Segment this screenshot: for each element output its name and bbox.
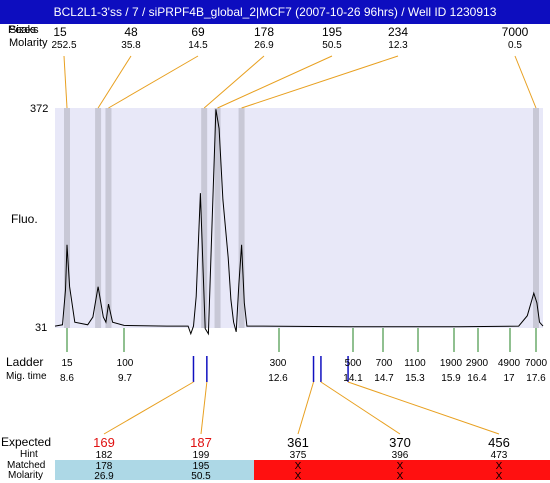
expected-guide-line [200, 381, 208, 435]
plot-area [55, 108, 543, 328]
migtime-label: Mig. time [6, 371, 47, 382]
peak-band [214, 108, 221, 328]
matched-size: X [495, 461, 503, 472]
peak-molarity: 26.9 [254, 40, 274, 51]
peak-band [533, 108, 539, 328]
y-min-label: 31 [35, 322, 48, 334]
hint-size: 199 [192, 450, 210, 461]
matched-molarity: X [294, 471, 302, 482]
window-title: BCL2L1-3'ss / 7 / siPRPF4B_global_2|MCF7… [0, 0, 550, 24]
hint-size: 473 [490, 450, 508, 461]
ladder-size: 1900 [439, 358, 463, 369]
sizes-label: Sizes [9, 24, 36, 36]
peak-guide-line [217, 55, 333, 109]
expected-size: 370 [389, 435, 411, 450]
matched-size: 178 [95, 461, 113, 472]
matched-size: X [294, 461, 302, 472]
peak-size: 7000 [501, 25, 529, 39]
peak-molarity: 35.8 [121, 40, 141, 51]
ladder-size: 300 [269, 358, 287, 369]
ladder-migtime: 15.9 [441, 373, 461, 384]
ladder-migtime: 14.1 [343, 373, 363, 384]
matched-molarity: X [495, 471, 503, 482]
matched-molarity: 26.9 [94, 471, 114, 482]
ladder-size: 4900 [497, 358, 521, 369]
peak-band [105, 108, 112, 328]
bottom-molarity-label: Molarity [8, 470, 44, 481]
matched-size: X [396, 461, 404, 472]
hint-size: 375 [289, 450, 307, 461]
hint-size: 396 [391, 450, 409, 461]
matched-molarity: X [396, 471, 404, 482]
hint-label: Hint [20, 449, 38, 460]
peak-band [238, 108, 245, 328]
peak-guide-line [63, 55, 68, 109]
ladder-size: 7000 [524, 358, 548, 369]
peak-size: 178 [253, 25, 275, 39]
y-max-label: 372 [30, 103, 49, 115]
ladder-size: 700 [375, 358, 393, 369]
peak-size: 234 [387, 25, 409, 39]
expected-size: 187 [190, 435, 212, 450]
peak-guide-line [108, 55, 199, 109]
ladder-size: 100 [116, 358, 134, 369]
expected-guide-line [297, 381, 315, 435]
peak-guide-line [241, 55, 399, 109]
ladder-size: 500 [344, 358, 362, 369]
top-molarity-label: Molarity [9, 37, 48, 49]
ladder-migtime: 15.3 [405, 373, 425, 384]
matched-size: 195 [192, 461, 210, 472]
matched-label: Matched [7, 460, 46, 471]
peak-guide-line [97, 55, 132, 109]
matched-molarity: 50.5 [191, 471, 211, 482]
expected-label: Expected [1, 435, 52, 449]
ladder-size: 2900 [465, 358, 489, 369]
peak-molarity: 14.5 [188, 40, 208, 51]
expected-guide-line [103, 381, 194, 435]
peak-band [64, 108, 70, 328]
expected-size: 361 [287, 435, 309, 450]
peak-size: 69 [191, 25, 205, 39]
peak-molarity: 12.3 [388, 40, 408, 51]
peaks-label: Peaks [8, 24, 39, 36]
peak-molarity: 50.5 [322, 40, 342, 51]
ladder-migtime: 17.6 [526, 373, 546, 384]
ladder-migtime: 14.7 [374, 373, 394, 384]
ladder-size: 15 [61, 358, 73, 369]
y-axis-title: Fluo. [11, 212, 38, 226]
peak-band [201, 108, 208, 328]
matched-fail-box [254, 460, 550, 480]
matched-ok-box [55, 460, 254, 480]
expected-guide-line [347, 381, 500, 435]
ladder-migtime: 9.7 [118, 373, 132, 384]
ladder-migtime: 8.6 [60, 373, 74, 384]
fluorescence-trace [54, 109, 544, 336]
peak-size: 195 [321, 25, 343, 39]
expected-guide-line [320, 381, 401, 435]
ladder-migtime: 12.6 [268, 373, 288, 384]
peak-molarity: 252.5 [51, 40, 77, 51]
expected-size: 169 [93, 435, 115, 450]
peak-size: 15 [53, 25, 67, 39]
peak-band [95, 108, 102, 328]
expected-size: 456 [488, 435, 510, 450]
ladder-label: Ladder [6, 355, 44, 369]
ladder-migtime: 16.4 [467, 373, 487, 384]
hint-size: 182 [95, 450, 113, 461]
peak-guide-line [203, 55, 265, 109]
peak-size: 48 [124, 25, 138, 39]
ladder-migtime: 17 [503, 373, 515, 384]
peak-molarity: 0.5 [508, 40, 522, 51]
ladder-size: 1100 [404, 358, 426, 369]
peak-guide-line [514, 55, 537, 109]
